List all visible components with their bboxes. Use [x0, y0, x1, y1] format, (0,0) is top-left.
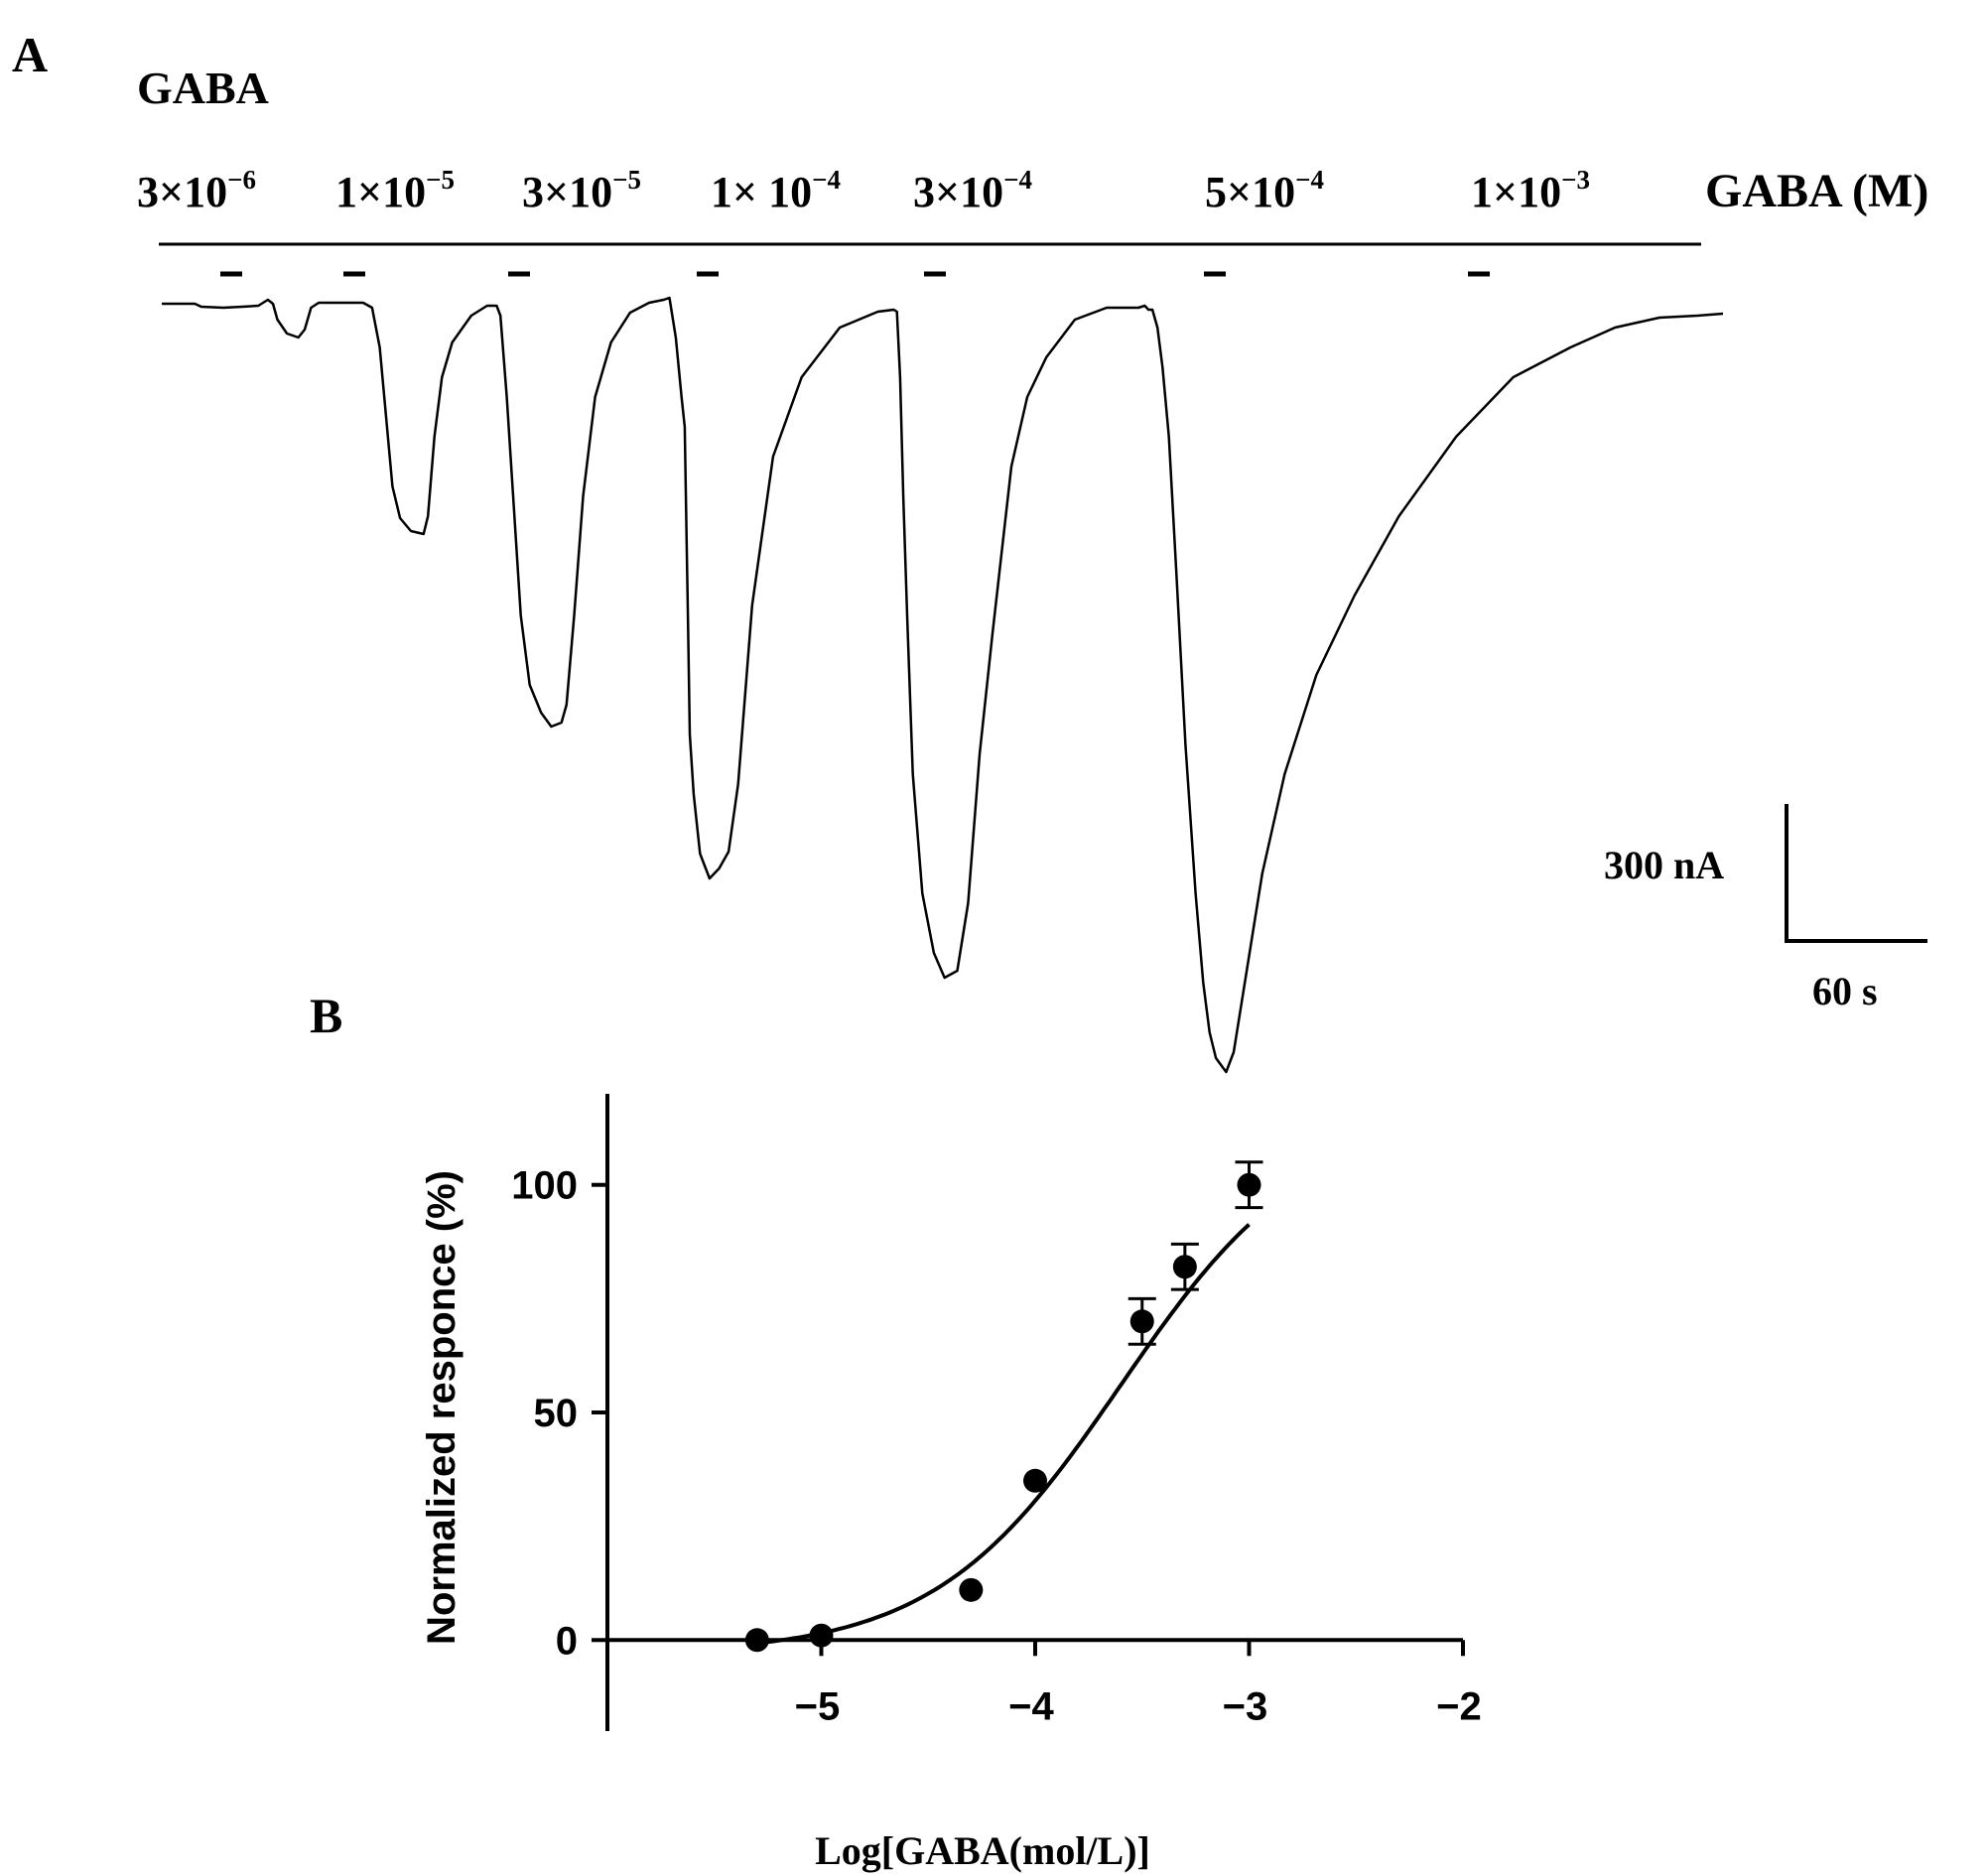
data-points: [744, 1172, 1261, 1653]
concentration-label: 1×10−3: [1471, 165, 1590, 216]
y-axis-ticks: 0 50 100: [511, 1164, 607, 1663]
concentration-mantissa: 3×10: [137, 168, 227, 216]
y-tick-label: 100: [511, 1164, 578, 1208]
concentration-label: 3×10−4: [913, 165, 1032, 216]
data-point: [959, 1577, 984, 1602]
x-tick-label: −5: [795, 1684, 841, 1728]
concentration-labels: 3×10−6 1×10−5 3×10−5 1× 10−4 3×10−4 5×10−4 1×1…: [137, 165, 1590, 216]
x-axis-title: Log[GABA(mol/L)]: [815, 1828, 1150, 1873]
scale-time-label: 60 s: [1812, 969, 1878, 1013]
x-tick-label: −2: [1436, 1684, 1482, 1728]
concentration-mantissa: 1×10: [335, 168, 426, 216]
concentration-mantissa: 3×10: [522, 168, 612, 216]
x-tick-label: −4: [1008, 1684, 1054, 1728]
data-point: [1023, 1468, 1047, 1493]
concentration-mantissa: 1× 10: [711, 168, 812, 216]
concentration-mantissa: 1×10: [1471, 168, 1561, 216]
data-point: [1172, 1255, 1197, 1279]
data-point: [744, 1628, 769, 1653]
concentration-mantissa: 5×10: [1205, 168, 1295, 216]
panel-b-dose-response: B −5 −4 −3 −2 0 50 100 Normalized responce (%…: [310, 988, 1482, 1873]
concentration-mantissa: 3×10: [913, 168, 1003, 216]
y-axis-title: Normalized responce (%): [420, 1170, 464, 1645]
concentration-exponent: −3: [1561, 165, 1590, 195]
scale-bar: 300 nA 60 s: [1604, 804, 1927, 1013]
panel-b-label: B: [310, 988, 342, 1043]
panel-a-label: A: [12, 27, 48, 82]
concentration-label: 1×10−5: [335, 165, 455, 216]
concentration-label: 5×10−4: [1205, 165, 1324, 216]
x-tick-label: −3: [1223, 1684, 1268, 1728]
concentration-exponent: −5: [426, 165, 455, 195]
dose-response-chart: −5 −4 −3 −2 0 50 100: [511, 1094, 1482, 1731]
data-point: [1237, 1172, 1261, 1197]
hill-fit-curve: [756, 1223, 1251, 1646]
concentration-exponent: −4: [1295, 165, 1324, 195]
gaba-row-label: GABA (M): [1705, 165, 1928, 217]
data-point: [1129, 1309, 1154, 1334]
data-point: [809, 1623, 834, 1648]
scale-current-label: 300 nA: [1604, 843, 1724, 887]
current-trace: [162, 296, 1724, 1074]
y-tick-label: 0: [556, 1619, 578, 1663]
x-axis-ticks: −5 −4 −3 −2: [795, 1640, 1482, 1728]
gaba-top-label: GABA: [137, 63, 269, 113]
y-tick-label: 50: [534, 1392, 579, 1435]
concentration-label: 3×10−6: [137, 165, 256, 216]
error-bars: [1127, 1160, 1263, 1346]
panel-a-current-traces: A GABA 3×10−6 1×10−5 3×10−5 1× 10−4 3×10−4 5×…: [12, 27, 1928, 1074]
concentration-label: 1× 10−4: [711, 165, 841, 216]
concentration-exponent: −6: [227, 165, 256, 195]
concentration-label: 3×10−5: [522, 165, 641, 216]
concentration-exponent: −4: [1003, 165, 1032, 195]
concentration-exponent: −5: [612, 165, 641, 195]
concentration-exponent: −4: [812, 165, 841, 195]
